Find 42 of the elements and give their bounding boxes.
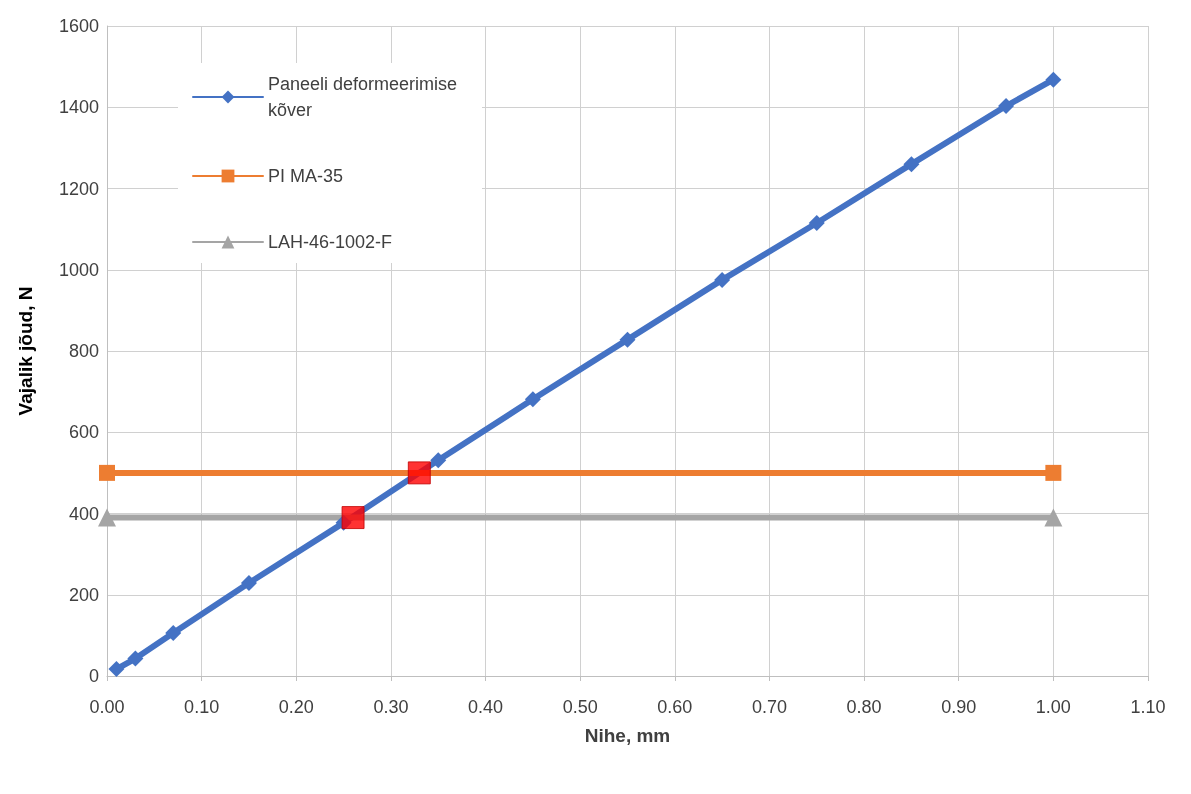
y-tick-label: 1600	[58, 16, 99, 36]
x-tick-label: 0.00	[89, 697, 125, 717]
point	[127, 650, 144, 667]
point	[808, 215, 825, 232]
point	[407, 461, 431, 485]
x-tick-label: 0.20	[278, 697, 314, 717]
legend-label: PI MA-35	[268, 166, 344, 186]
point	[998, 98, 1015, 115]
y-tick-label: 1000	[58, 259, 99, 280]
y-tick-label: 600	[68, 422, 99, 443]
y-tick-label: 1400	[58, 97, 99, 118]
y-axis-title: Vajalik jõud, N	[15, 286, 36, 416]
y-tick-label: 0	[88, 666, 99, 686]
legend-label: LAH-46-1002-F	[268, 232, 393, 252]
point	[903, 156, 920, 173]
y-tick-label: 800	[68, 341, 99, 361]
point	[1045, 71, 1062, 88]
x-tick-label: 0.80	[846, 697, 882, 717]
y-tick-label: 200	[68, 584, 99, 605]
point	[1045, 464, 1062, 481]
point	[341, 506, 365, 530]
point	[165, 624, 182, 641]
x-tick-label: 1.00	[1035, 697, 1071, 717]
point	[99, 464, 115, 481]
legend-label: Paneeli deformeerimise kõver	[268, 74, 463, 120]
point	[240, 574, 257, 591]
x-tick-label: 0.70	[751, 697, 787, 717]
x-tick-label: 0.30	[373, 697, 409, 717]
point	[430, 452, 447, 469]
x-tick-label: 0.10	[184, 697, 220, 717]
x-tick-label: 0.40	[468, 697, 504, 717]
x-tick-label: 0.60	[657, 697, 693, 717]
x-tick-label: 1.10	[1130, 697, 1166, 717]
point	[108, 661, 125, 678]
point	[619, 331, 636, 348]
x-axis-title: Nihe, mm	[584, 725, 671, 746]
x-tick-label: 0.90	[941, 697, 977, 717]
y-tick-label: 400	[68, 503, 99, 524]
point	[524, 391, 541, 408]
point	[714, 271, 731, 288]
x-tick-label: 0.50	[562, 697, 598, 717]
y-tick-label: 1200	[58, 178, 99, 199]
